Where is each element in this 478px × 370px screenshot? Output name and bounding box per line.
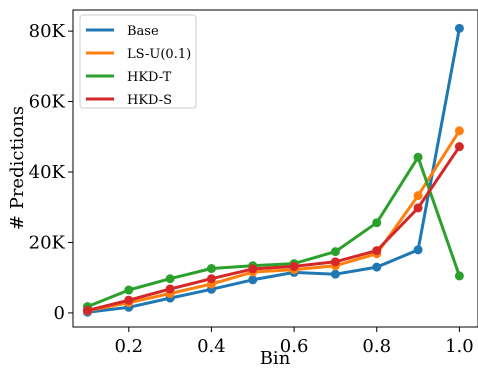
- data-point: [413, 191, 423, 201]
- x-tick-label: 1.0: [445, 336, 474, 357]
- y-tick-label: 60K: [29, 92, 66, 113]
- x-axis-label: Bin: [260, 348, 291, 369]
- x-tick-label: 0.4: [197, 336, 226, 357]
- x-tick-label: 0.2: [114, 336, 143, 357]
- y-tick-label: 0: [54, 303, 65, 324]
- series-line: [87, 28, 461, 314]
- series-hkd-s: [82, 142, 464, 315]
- data-point: [454, 142, 464, 152]
- data-point: [454, 126, 464, 136]
- data-point: [372, 262, 382, 272]
- data-point: [124, 285, 134, 295]
- series-line: [86, 155, 461, 308]
- legend-box: [79, 14, 197, 109]
- data-point: [165, 274, 175, 284]
- data-point: [413, 152, 423, 162]
- y-axis-label: # Predictions: [7, 106, 28, 230]
- x-tick-label: 0.8: [362, 336, 391, 357]
- series-line: [87, 129, 461, 313]
- data-point: [372, 218, 382, 228]
- data-point: [82, 305, 92, 315]
- legend-label: HKD-S: [127, 93, 172, 108]
- data-point: [248, 264, 258, 274]
- x-tick-label: 0.6: [280, 336, 309, 357]
- data-point: [372, 246, 382, 256]
- series-hkd-t: [82, 152, 464, 312]
- legend-label: Base: [127, 24, 159, 39]
- data-point: [330, 257, 340, 267]
- data-point: [289, 261, 299, 271]
- data-point: [165, 284, 175, 294]
- legend-label: HKD-T: [127, 70, 172, 85]
- data-point: [413, 203, 423, 213]
- data-point: [124, 295, 134, 305]
- data-point: [413, 245, 423, 255]
- y-tick-label: 80K: [29, 21, 66, 42]
- axis-ticks: 0.2 0.4 0.6 0.8 1.0 0 20K 40K 60K 80K: [29, 21, 474, 357]
- series-line: [87, 145, 461, 312]
- legend-label: LS-U(0.1): [127, 47, 191, 62]
- data-point: [454, 23, 464, 33]
- legend: Base LS-U(0.1) HKD-T HKD-S: [79, 14, 197, 109]
- plot-frame: [72, 9, 478, 328]
- y-tick-label: 20K: [29, 232, 66, 253]
- data-point: [248, 275, 258, 285]
- y-tick-label: 40K: [29, 162, 66, 183]
- data-point: [206, 274, 216, 284]
- series-lines: [82, 23, 464, 317]
- data-point: [206, 264, 216, 274]
- data-point: [454, 271, 464, 281]
- data-point: [330, 269, 340, 279]
- data-point: [330, 247, 340, 257]
